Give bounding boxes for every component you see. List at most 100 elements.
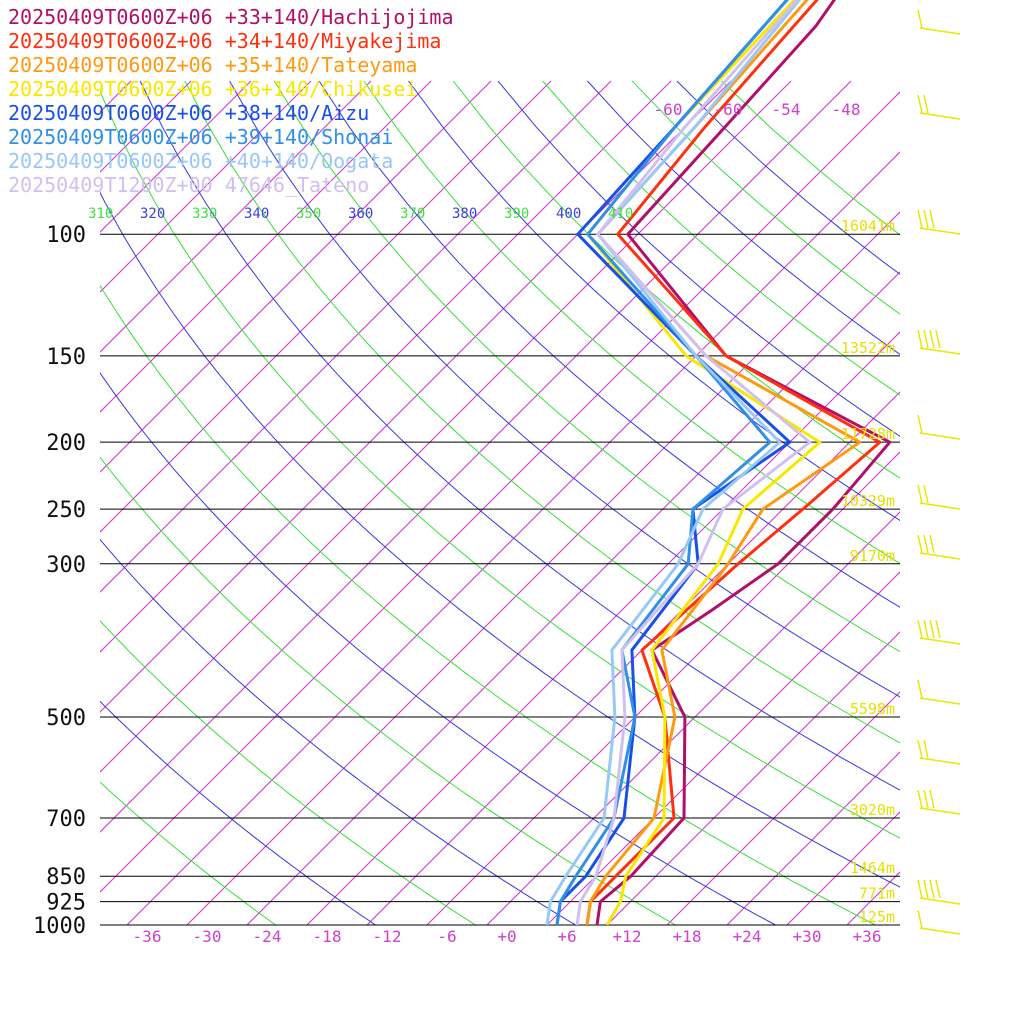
- wind-barb-flag: [923, 789, 929, 809]
- isotherm: [100, 80, 552, 533]
- wind-barb-flag: [923, 209, 929, 229]
- isotherm: [666, 691, 900, 925]
- wind-barb-flag: [917, 94, 923, 114]
- wind-barb-flag: [917, 484, 923, 504]
- dry-adiabat: [363, 80, 900, 565]
- temperature-tick-label: -18: [313, 927, 342, 946]
- height-label: 11728m: [841, 425, 895, 443]
- dry-adiabat: [100, 538, 577, 925]
- height-label: 9170m: [850, 547, 895, 565]
- wind-barb: [919, 897, 961, 905]
- wind-barb-flag: [935, 329, 941, 349]
- dry-adiabat: [318, 80, 900, 608]
- height-label: 13522m: [841, 339, 895, 357]
- wind-barb-flag: [929, 879, 935, 899]
- wind-barb-flag: [929, 619, 935, 639]
- temperature-tick-label: +36: [853, 927, 882, 946]
- wind-barb-flag: [923, 879, 929, 899]
- dry-adiabat: [100, 372, 777, 925]
- legend-entry: 20250409T0600Z+06 +33+140/Hachijojima: [8, 5, 454, 29]
- wind-barb: [919, 637, 961, 645]
- temperature-tick-label: -12: [373, 927, 402, 946]
- temperature-tick-label: -36: [133, 927, 162, 946]
- theta-label: 330: [192, 206, 217, 222]
- wind-barb-flag: [923, 739, 929, 759]
- wind-barb-flag: [929, 789, 935, 809]
- isotherm: [426, 451, 900, 925]
- pressure-label: 925: [46, 891, 86, 916]
- isotherm: [786, 811, 900, 925]
- isotherm: [0, 81, 11, 925]
- theta-label: 320: [140, 206, 165, 222]
- isotherm: [126, 151, 900, 925]
- sounding-line: [585, 0, 882, 925]
- theta-label: 350: [296, 206, 321, 222]
- legend-entry: 20250409T0600Z+06 +34+140/Miyakejima: [8, 29, 441, 53]
- dry-adiabat: [100, 284, 877, 925]
- sounding-line: [595, 0, 892, 925]
- wind-barb: [919, 432, 961, 440]
- wind-barb-flag: [923, 94, 929, 114]
- legend-entry: 20250409T0600Z+06 +38+140/Aizu: [8, 101, 369, 125]
- theta-label: 380: [452, 206, 477, 222]
- sounding-line: [555, 0, 789, 925]
- dry-adiabat: [229, 80, 900, 698]
- isotherm: [100, 80, 432, 413]
- wind-barb-flag: [917, 534, 923, 554]
- pressure-label: 700: [46, 807, 86, 832]
- isotherm: [100, 80, 672, 653]
- pressure-label: 150: [46, 345, 86, 370]
- upper-temperature-label: -60: [654, 100, 683, 119]
- legend-entry: 20250409T0600Z+06 +40+140/Oogata: [8, 149, 393, 173]
- legend-entry: 20250409T0600Z+06 +36+140/Chikusei: [8, 77, 417, 101]
- wind-barb-flag: [917, 9, 923, 29]
- isotherm: [606, 631, 900, 925]
- legend: 20250409T0600Z+06 +33+140/Hachijojima202…: [8, 5, 454, 197]
- temperature-tick-label: -6: [437, 927, 456, 946]
- dry-adiabat: [100, 620, 477, 925]
- temperature-tick-label: +0: [497, 927, 516, 946]
- wind-barb-flag: [917, 329, 923, 349]
- temperature-tick-label: +24: [733, 927, 762, 946]
- wind-barb-flag: [917, 679, 923, 699]
- height-label: 3020m: [850, 801, 895, 819]
- upper-temperature-label: -48: [832, 100, 861, 119]
- isotherm: [186, 211, 900, 925]
- wind-barb-flag: [935, 879, 941, 899]
- theta-label: 390: [504, 206, 529, 222]
- wind-barb: [919, 807, 961, 815]
- wind-barb-flag: [917, 739, 923, 759]
- wind-barb-flag: [923, 484, 929, 504]
- sounding-lines: [545, 0, 892, 925]
- sounding-line: [586, 0, 822, 925]
- upper-temperature-label: -54: [772, 100, 801, 119]
- wind-barb-flag: [929, 329, 935, 349]
- height-label: 771m: [859, 885, 895, 903]
- dry-adiabat: [184, 80, 900, 744]
- theta-label: 340: [244, 206, 269, 222]
- dry-adiabat: [100, 90, 900, 839]
- isotherm: [100, 80, 612, 593]
- theta-label: 360: [348, 206, 373, 222]
- wind-barbs: [917, 9, 961, 935]
- height-label: 125m: [859, 908, 895, 926]
- dry-adiabat: [139, 80, 900, 791]
- wind-barb: [919, 502, 961, 510]
- dry-adiabat: [631, 80, 900, 315]
- wind-barb-flag: [935, 619, 941, 639]
- pressure-label: 300: [46, 553, 86, 578]
- pressure-label: 500: [46, 706, 86, 731]
- pressure-label: 1000: [33, 914, 86, 939]
- wind-barb: [919, 697, 961, 705]
- theta-label: 400: [556, 206, 581, 222]
- wind-barb: [919, 927, 961, 935]
- pressure-label: 200: [46, 431, 86, 456]
- temperature-tick-label: -30: [193, 927, 222, 946]
- isotherm: [100, 80, 852, 833]
- wind-barb-flag: [929, 534, 935, 554]
- temperature-tick-label: -24: [253, 927, 282, 946]
- pressure-label: 250: [46, 498, 86, 523]
- wind-barb-flag: [923, 619, 929, 639]
- dry-adiabat: [100, 191, 900, 888]
